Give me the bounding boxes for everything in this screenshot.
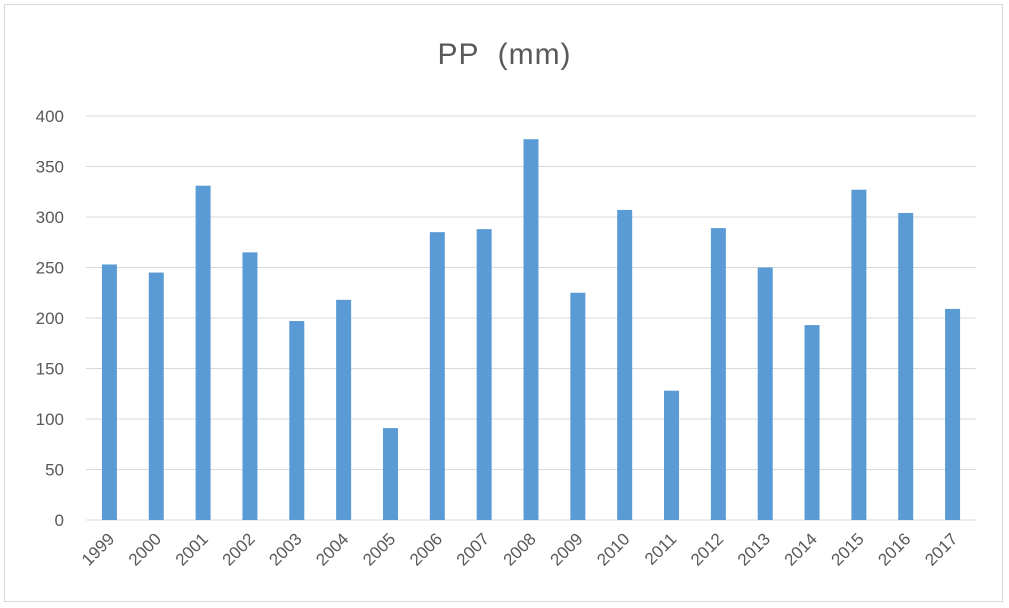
x-tick-label: 2016 — [874, 529, 914, 569]
y-tick-label: 250 — [36, 259, 64, 278]
x-tick-label: 2011 — [641, 529, 680, 568]
y-tick-label: 100 — [36, 410, 64, 429]
bar-2017 — [945, 308, 961, 520]
chart-frame — [4, 4, 1003, 602]
bar-2014 — [804, 325, 820, 520]
bar-2006 — [429, 232, 445, 520]
bar-2015 — [851, 189, 867, 521]
bar-2012 — [710, 228, 726, 521]
bar-2008 — [523, 139, 539, 521]
x-tick-label: 2017 — [921, 529, 961, 569]
y-tick-label: 200 — [36, 309, 64, 328]
bar-2013 — [757, 267, 773, 520]
x-tick-label: 2001 — [172, 529, 212, 569]
bar-2000 — [148, 272, 164, 520]
y-tick-label: 300 — [36, 208, 64, 227]
x-tick-label: 2010 — [593, 529, 633, 569]
x-tick-label: 2008 — [500, 529, 540, 569]
x-tick-label: 2002 — [219, 529, 259, 569]
x-tick-label: 2000 — [125, 529, 165, 569]
bar-2002 — [242, 252, 258, 520]
bar-2009 — [570, 292, 586, 520]
bar-2003 — [289, 321, 305, 520]
y-tick-label: 0 — [55, 511, 64, 530]
bar-2005 — [382, 428, 398, 520]
chart-title: PP (mm) — [437, 38, 572, 71]
y-tick-labels: 0 50 100 150 200 250 300 350 400 — [36, 107, 64, 530]
bar-2007 — [476, 229, 492, 520]
bar-2011 — [664, 390, 680, 520]
bar-2001 — [195, 185, 211, 520]
x-tick-labels: 1999 2000 2001 2002 2003 2004 2005 2006 2007 2008… — [78, 529, 961, 569]
x-tick-label: 2004 — [312, 529, 352, 569]
x-tick-label: 1999 — [78, 529, 118, 569]
bar-2016 — [898, 212, 914, 520]
y-tick-label: 350 — [36, 158, 64, 177]
bar-2010 — [617, 209, 633, 520]
x-tick-label: 2005 — [359, 529, 399, 569]
bars — [101, 139, 961, 521]
x-tick-label: 2007 — [453, 529, 493, 569]
x-tick-label: 2013 — [734, 529, 774, 569]
bar-2004 — [336, 299, 352, 520]
x-tick-label: 2006 — [406, 529, 446, 569]
x-tick-label: 2012 — [687, 529, 727, 569]
y-tick-label: 50 — [45, 461, 64, 480]
x-tick-label: 2003 — [265, 529, 305, 569]
bar-1999 — [101, 264, 117, 520]
x-tick-label: 2014 — [781, 529, 821, 569]
y-tick-label: 400 — [36, 107, 64, 126]
x-tick-label: 2015 — [828, 529, 868, 569]
y-tick-label: 150 — [36, 360, 64, 379]
x-tick-label: 2009 — [546, 529, 586, 569]
